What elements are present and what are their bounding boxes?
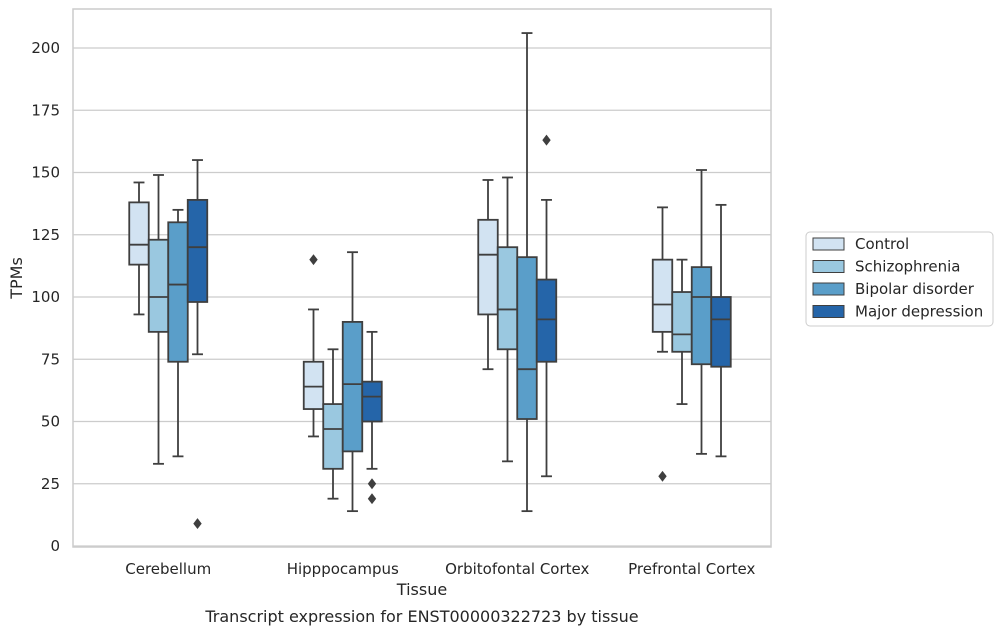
x-tick-label: Orbitofontal Cortex — [445, 560, 589, 578]
y-tick-label: 25 — [41, 475, 60, 493]
legend-label: Major depression — [855, 303, 983, 321]
y-tick-label: 50 — [41, 413, 60, 431]
x-tick-label: Cerebellum — [125, 560, 211, 578]
box-group — [496, 176, 519, 463]
box-group — [186, 159, 209, 530]
box — [361, 380, 383, 423]
legend-label: Control — [855, 235, 909, 253]
legend: Control Schizophrenia Bipolar disorder Majo… — [805, 231, 994, 327]
legend-swatch — [812, 282, 845, 296]
y-axis-ticks: 0 25 50 75 100 125 150 175 200 — [31, 39, 60, 555]
box-group — [341, 251, 364, 513]
box — [147, 238, 170, 333]
boxes — [128, 32, 732, 530]
box — [535, 278, 558, 363]
box-group — [710, 203, 732, 458]
box — [167, 221, 189, 363]
legend-label: Schizophrenia — [855, 258, 960, 276]
x-axis-ticks: Cerebellum Hipppocampus Orbitofontal Corte… — [125, 560, 755, 578]
box — [477, 218, 499, 316]
box-group — [128, 181, 150, 316]
y-tick-label: 150 — [31, 164, 60, 182]
outlier-marker — [658, 470, 667, 482]
box-group — [302, 254, 325, 438]
box — [516, 256, 538, 420]
box-group — [690, 169, 713, 455]
box — [496, 246, 519, 351]
box — [651, 258, 674, 333]
outlier-marker — [367, 478, 377, 490]
y-tick-label: 0 — [50, 537, 60, 555]
box — [322, 403, 344, 470]
box — [186, 198, 209, 303]
box — [671, 291, 693, 353]
box-group — [477, 179, 499, 371]
legend-swatch — [812, 237, 845, 251]
y-tick-label: 175 — [31, 101, 60, 119]
x-axis-label: Tissue — [396, 580, 447, 599]
box-group — [361, 330, 383, 505]
y-tick-label: 100 — [31, 288, 60, 306]
legend-swatch — [812, 305, 845, 318]
box-group — [516, 32, 538, 513]
outlier-marker — [193, 518, 202, 530]
y-tick-label: 200 — [31, 39, 60, 57]
box — [302, 360, 325, 410]
outlier-marker — [367, 493, 377, 505]
legend-label: Bipolar disorder — [855, 280, 975, 298]
box — [710, 296, 732, 368]
outlier-marker — [542, 134, 551, 146]
box-group — [167, 208, 189, 458]
y-tick-label: 75 — [41, 350, 60, 368]
box-group — [671, 258, 693, 405]
outlier-marker — [309, 254, 318, 266]
x-tick-label: Hipppocampus — [287, 560, 399, 578]
box — [341, 320, 364, 453]
box — [690, 266, 713, 366]
box-group — [322, 348, 344, 500]
box-group — [651, 206, 674, 482]
legend-swatch — [812, 260, 845, 273]
plot-area-frame — [72, 8, 772, 548]
legend-frame — [805, 231, 994, 327]
box — [128, 201, 150, 266]
y-tick-label: 125 — [31, 226, 60, 244]
y-axis-label: TPMs — [7, 257, 26, 300]
x-tick-label: Prefrontal Cortex — [628, 560, 755, 578]
box-group — [147, 174, 170, 465]
chart-caption: Transcript expression for ENST0000032272… — [204, 607, 638, 626]
box-group — [535, 134, 558, 478]
